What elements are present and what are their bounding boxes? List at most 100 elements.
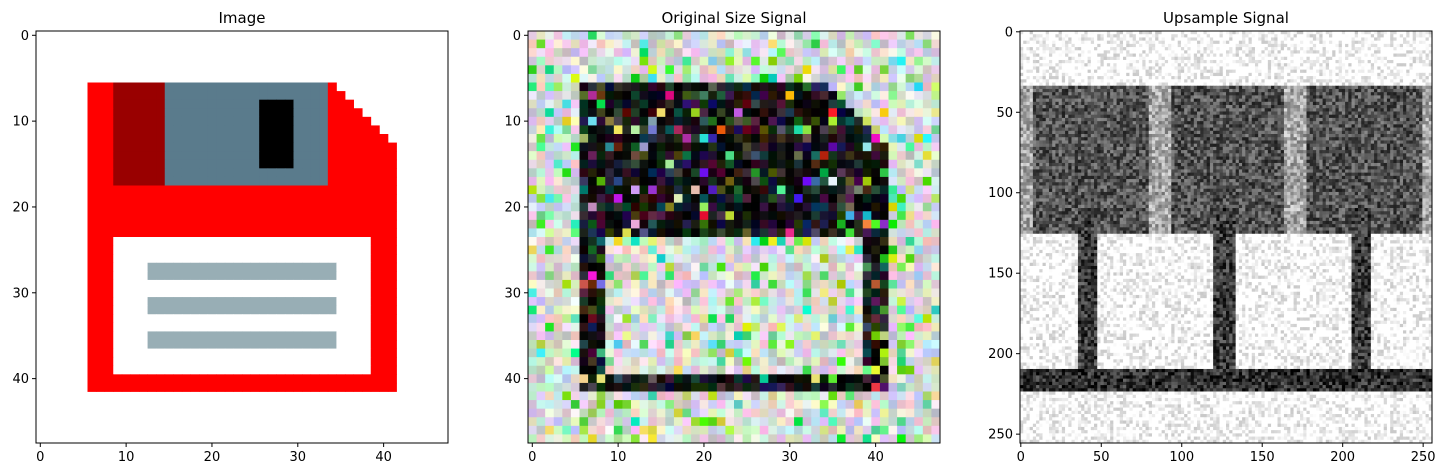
pixel: [768, 168, 778, 178]
pixel: [173, 194, 183, 204]
pixel: [216, 176, 226, 186]
pixel: [922, 425, 932, 435]
pixel: [1261, 59, 1265, 64]
pixel: [1409, 47, 1414, 51]
pixel: [553, 279, 563, 289]
pixel: [691, 176, 701, 186]
pixel: [528, 125, 537, 135]
pixel: [379, 374, 389, 384]
pixel: [199, 168, 209, 178]
pixel: [691, 237, 701, 246]
pixel: [1135, 56, 1140, 61]
pixel: [648, 219, 658, 229]
pixel: [751, 211, 761, 221]
pixel: [879, 425, 889, 435]
pixel: [1377, 47, 1381, 51]
pixel: [914, 151, 924, 161]
pixel: [1396, 59, 1401, 64]
pixel: [1419, 53, 1423, 58]
pixel: [768, 271, 778, 281]
pixel: [734, 322, 743, 332]
pixel: [276, 331, 286, 341]
pixel: [147, 237, 157, 246]
pixel: [1180, 56, 1185, 61]
pixel: [1370, 31, 1375, 35]
pixel: [1332, 31, 1336, 35]
pixel: [699, 382, 709, 392]
pixel: [759, 99, 769, 109]
pixel: [785, 168, 795, 178]
pixel: [1036, 37, 1040, 42]
pixel: [164, 185, 174, 195]
pixel: [1116, 31, 1121, 35]
pixel: [1296, 56, 1301, 61]
pixel: [656, 382, 666, 392]
pixel: [1406, 56, 1410, 61]
pixel: [716, 331, 726, 341]
pixel: [828, 288, 838, 298]
pixel: [648, 116, 658, 126]
pixel: [553, 185, 563, 195]
pixel: [259, 237, 269, 246]
pixel: [922, 288, 932, 298]
pixel: [811, 357, 821, 367]
pixel: [553, 142, 563, 152]
pixel: [190, 82, 200, 92]
pixel: [862, 314, 872, 324]
pixel: [553, 159, 563, 169]
pixel: [734, 288, 743, 298]
pixel: [888, 382, 898, 392]
pixel: [233, 176, 243, 186]
pixel: [613, 237, 623, 246]
pixel: [536, 322, 546, 332]
pixel: [888, 348, 898, 358]
pixel: [276, 228, 286, 238]
pixel: [302, 331, 312, 341]
pixel: [734, 254, 743, 264]
pixel: [1351, 31, 1356, 35]
pixel: [156, 288, 166, 298]
pixel: [1209, 47, 1214, 51]
pixel: [922, 400, 932, 410]
pixel: [1164, 59, 1169, 64]
pixel: [759, 348, 769, 358]
pixel: [1094, 59, 1098, 64]
pixel: [181, 228, 191, 238]
pixel: [1023, 43, 1027, 48]
pixel: [596, 262, 606, 272]
pixel: [1341, 40, 1346, 45]
pixel: [588, 82, 598, 92]
pixel: [1148, 59, 1153, 64]
pixel: [751, 116, 761, 126]
pixel: [845, 142, 855, 152]
pixel: [794, 48, 804, 58]
pixel: [1296, 40, 1301, 45]
pixel: [1206, 56, 1211, 61]
pixel: [579, 262, 589, 272]
pixel: [613, 400, 623, 410]
pixel: [139, 237, 148, 246]
pixel: [879, 82, 889, 92]
pixel: [699, 73, 709, 83]
pixel: [931, 134, 941, 143]
pixel: [1267, 53, 1272, 58]
pixel: [1341, 37, 1346, 42]
pixel: [345, 348, 354, 358]
pixel: [139, 365, 148, 375]
pixel: [1090, 34, 1095, 38]
pixel: [888, 434, 898, 444]
pixel: [1296, 50, 1301, 54]
pixel: [673, 279, 683, 289]
pixel: [1412, 56, 1417, 61]
pixel: [113, 348, 123, 358]
pixel: [536, 434, 546, 444]
pixel: [588, 322, 598, 332]
pixel: [164, 254, 174, 264]
pixel: [1357, 31, 1362, 35]
pixel: [1058, 50, 1063, 54]
pixel: [199, 116, 209, 126]
pixel: [310, 314, 320, 324]
pixel: [242, 314, 251, 324]
pixel: [224, 279, 234, 289]
pixel: [173, 142, 183, 152]
